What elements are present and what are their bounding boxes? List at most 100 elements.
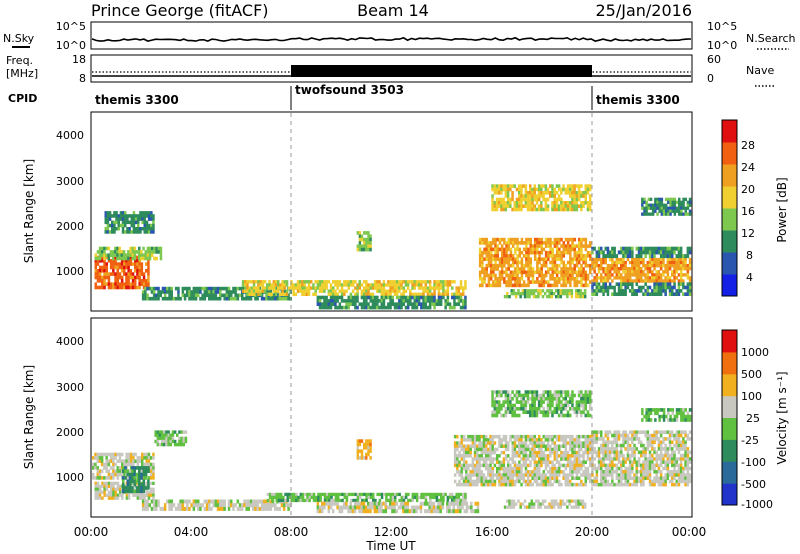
heatmap-cell — [362, 299, 366, 303]
heatmap-cell — [150, 290, 154, 294]
heatmap-cell — [181, 499, 185, 504]
heatmap-cell — [575, 204, 579, 208]
heatmap-cell — [127, 256, 130, 261]
heatmap-cell — [158, 442, 162, 447]
heatmap-cell — [522, 254, 526, 258]
heatmap-cell — [558, 270, 561, 275]
heatmap-cell — [367, 495, 371, 500]
heatmap-cell — [476, 509, 480, 514]
heatmap-cell — [593, 257, 596, 262]
heatmap-cell — [589, 444, 592, 448]
heatmap-cell — [482, 444, 486, 448]
heatmap-cell — [569, 184, 572, 188]
heatmap-cell — [471, 473, 475, 477]
heatmap-cell — [509, 466, 512, 471]
heatmap-cell — [566, 280, 570, 284]
heatmap-cell — [531, 273, 535, 278]
heatmap-cell — [133, 476, 136, 480]
heatmap-cell — [356, 446, 359, 450]
heatmap-cell — [316, 505, 320, 510]
heatmap-cell — [573, 482, 576, 487]
power-cbar-tick: 28 — [741, 139, 755, 152]
heatmap-cell — [555, 204, 559, 208]
heatmap-cell — [569, 260, 572, 265]
heatmap-cell — [679, 276, 683, 280]
heatmap-cell — [540, 473, 543, 477]
heatmap-cell — [473, 470, 477, 474]
heatmap-cell — [118, 285, 122, 290]
heatmap-cell — [523, 289, 527, 293]
heatmap-cell — [225, 293, 229, 298]
heatmap-cell — [542, 454, 545, 458]
heatmap-cell — [432, 509, 436, 514]
heatmap-cell — [360, 295, 364, 300]
heatmap-cell — [635, 260, 638, 265]
heatmap-cell — [655, 270, 658, 274]
heatmap-cell — [241, 506, 244, 511]
heatmap-cell — [94, 452, 97, 457]
heatmap-cell — [328, 495, 331, 500]
heatmap-cell — [444, 492, 447, 497]
heatmap-cell — [114, 253, 117, 257]
heatmap-cell — [606, 276, 610, 280]
heatmap-cell — [144, 486, 148, 490]
heatmap-cell — [448, 283, 452, 287]
heatmap-cell — [653, 273, 656, 277]
heatmap-cell — [133, 256, 137, 261]
heatmap-cell — [489, 270, 493, 275]
heatmap-cell — [644, 273, 647, 277]
heatmap-cell — [602, 279, 605, 283]
heatmap-cell — [558, 237, 561, 242]
heatmap-cell — [538, 457, 541, 461]
heatmap-cell — [369, 241, 372, 245]
heatmap-cell — [548, 289, 551, 293]
heatmap-cell — [496, 473, 499, 477]
heatmap-cell — [135, 250, 139, 254]
heatmap-cell — [437, 295, 441, 300]
heatmap-cell — [347, 305, 350, 310]
heatmap-cell — [540, 191, 543, 195]
heatmap-cell — [686, 289, 690, 293]
heatmap-cell — [174, 286, 178, 291]
heatmap-cell — [527, 444, 530, 448]
heatmap-cell — [107, 253, 110, 257]
heatmap-cell — [106, 211, 110, 215]
heatmap-cell — [518, 444, 521, 448]
heatmap-cell — [558, 473, 561, 477]
heatmap-cell — [288, 492, 292, 497]
heatmap-cell — [588, 403, 592, 408]
heatmap-cell — [564, 393, 567, 398]
heatmap-cell — [127, 253, 130, 257]
heatmap-cell — [550, 295, 554, 299]
heatmap-cell — [535, 194, 539, 198]
heatmap-cell — [524, 447, 528, 452]
heatmap-cell — [653, 260, 656, 265]
heatmap-cell — [404, 295, 408, 300]
heatmap-cell — [481, 267, 484, 271]
heatmap-cell — [668, 257, 672, 262]
heatmap-cell — [105, 466, 108, 470]
heatmap-cell — [551, 247, 554, 252]
heatmap-cell — [620, 267, 623, 271]
heatmap-cell — [116, 472, 119, 477]
heatmap-cell — [400, 295, 403, 300]
heatmap-cell — [529, 390, 532, 394]
heatmap-cell — [571, 277, 574, 281]
heatmap-cell — [588, 207, 592, 212]
heatmap-cell — [321, 492, 325, 497]
heatmap-cell — [566, 187, 570, 192]
heatmap-cell — [369, 283, 372, 287]
heatmap-cell — [524, 204, 528, 208]
heatmap-cell — [123, 459, 126, 463]
heatmap-cell — [586, 413, 590, 418]
heatmap-cell — [589, 450, 592, 455]
heatmap-cell — [495, 413, 499, 418]
heatmap-cell — [473, 441, 477, 445]
heatmap-cell — [429, 498, 432, 503]
heatmap-cell — [380, 292, 383, 296]
heatmap-cell — [365, 289, 368, 293]
heatmap-cell — [566, 244, 570, 248]
heatmap-cell — [575, 450, 579, 455]
heatmap-cell — [549, 184, 552, 188]
heatmap-cell — [112, 487, 115, 491]
